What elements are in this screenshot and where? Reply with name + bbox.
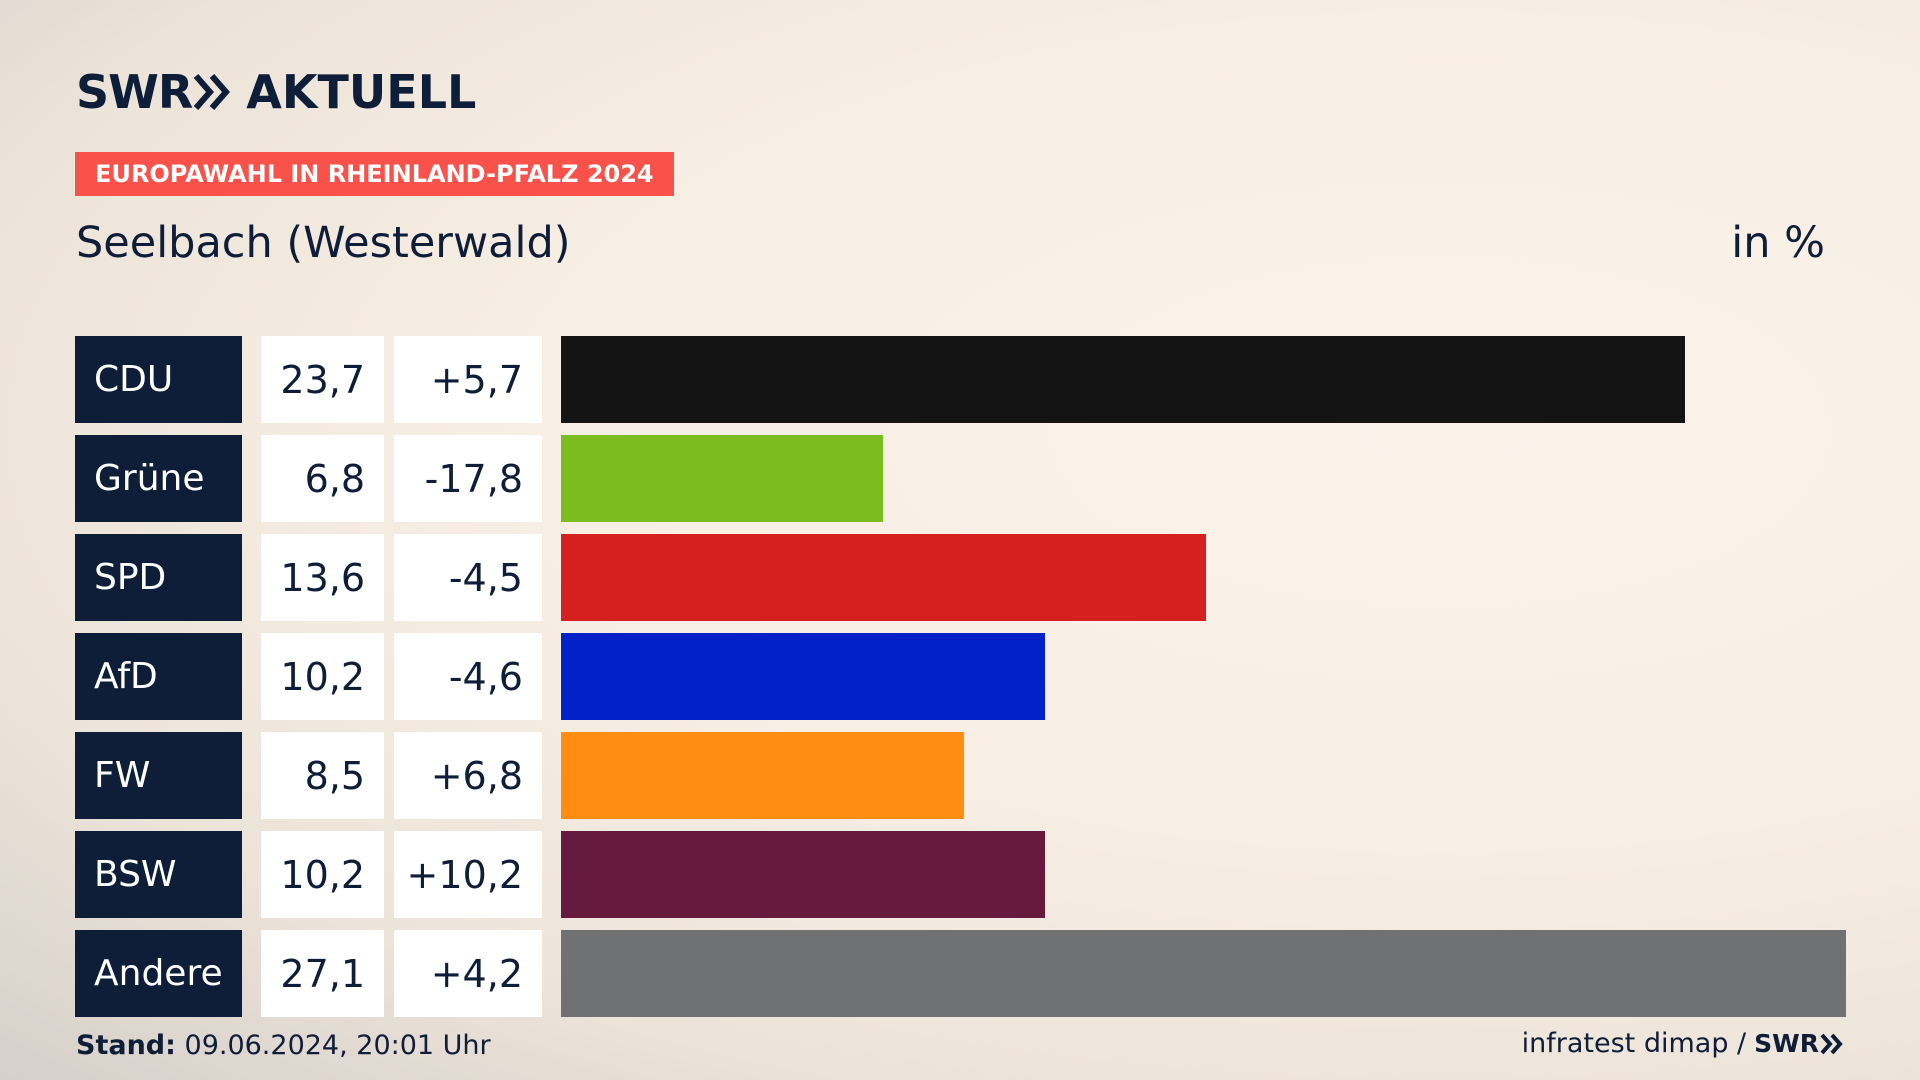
result-bar xyxy=(561,732,964,819)
logo-swr-text: SWR xyxy=(76,65,193,119)
vote-change-value: +6,8 xyxy=(394,732,542,819)
result-bar xyxy=(561,831,1045,918)
result-row: BSW 10,2 +10,2 xyxy=(75,831,1845,918)
footer-swr-logo: SWR xyxy=(1754,1029,1819,1058)
result-row: Andere 27,1 +4,2 xyxy=(75,930,1846,1017)
party-label: CDU xyxy=(75,336,242,423)
stand-label: Stand: xyxy=(76,1030,176,1061)
swr-aktuell-logo: SWR AKTUELL xyxy=(76,62,476,122)
party-label: Grüne xyxy=(75,435,242,522)
result-row: AfD 10,2 -4,6 xyxy=(75,633,1845,720)
vote-share-value: 10,2 xyxy=(261,633,384,720)
party-label: Andere xyxy=(75,930,242,1017)
result-bar xyxy=(561,435,883,522)
party-label: SPD xyxy=(75,534,242,621)
result-row: Grüne 6,8 -17,8 xyxy=(75,435,1845,522)
place-title: Seelbach (Westerwald) xyxy=(76,218,571,268)
unit-label: in % xyxy=(1731,218,1825,268)
result-bar xyxy=(561,534,1206,621)
vote-change-value: -17,8 xyxy=(394,435,542,522)
result-row: SPD 13,6 -4,5 xyxy=(75,534,1845,621)
vote-change-value: -4,6 xyxy=(394,633,542,720)
logo-aktuell-text: AKTUELL xyxy=(246,65,477,119)
source-info: infratest dimap / SWR xyxy=(1522,1028,1844,1059)
result-row: FW 8,5 +6,8 xyxy=(75,732,1845,819)
result-bar xyxy=(561,930,1846,1017)
result-bar xyxy=(561,633,1045,720)
party-label: FW xyxy=(75,732,242,819)
double-chevron-icon xyxy=(194,74,231,110)
vote-change-value: +10,2 xyxy=(394,831,542,918)
vote-change-value: +4,2 xyxy=(394,930,542,1017)
stand-value: 09.06.2024, 20:01 Uhr xyxy=(184,1030,491,1061)
stand-info: Stand: 09.06.2024, 20:01 Uhr xyxy=(76,1030,491,1061)
result-row: CDU 23,7 +5,7 xyxy=(75,336,1845,423)
vote-share-value: 8,5 xyxy=(261,732,384,819)
vote-share-value: 23,7 xyxy=(261,336,384,423)
footer-chevron-icon xyxy=(1820,1033,1843,1054)
vote-change-value: +5,7 xyxy=(394,336,542,423)
election-tag: EUROPAWAHL IN RHEINLAND-PFALZ 2024 xyxy=(75,152,674,196)
vote-change-value: -4,5 xyxy=(394,534,542,621)
source-text: infratest dimap / xyxy=(1521,1028,1747,1059)
result-bar xyxy=(561,336,1685,423)
party-label: BSW xyxy=(75,831,242,918)
party-label: AfD xyxy=(75,633,242,720)
vote-share-value: 27,1 xyxy=(261,930,384,1017)
vote-share-value: 10,2 xyxy=(261,831,384,918)
vote-share-value: 13,6 xyxy=(261,534,384,621)
vote-share-value: 6,8 xyxy=(261,435,384,522)
